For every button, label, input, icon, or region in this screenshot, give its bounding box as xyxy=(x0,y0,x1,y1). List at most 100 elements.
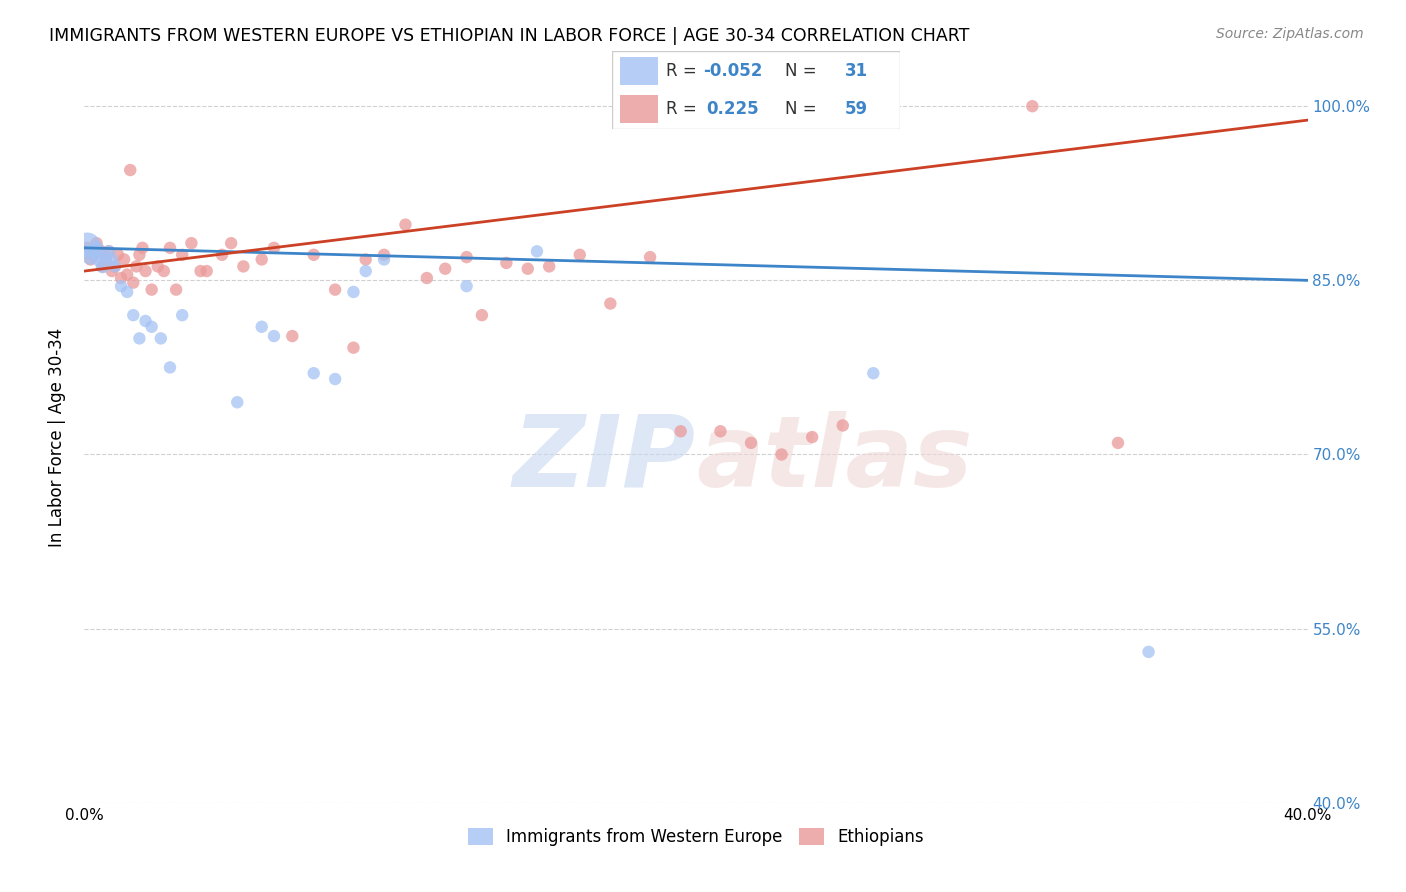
Point xyxy=(94,250,117,264)
Point xyxy=(83,244,105,259)
Point xyxy=(76,241,98,255)
Point xyxy=(831,418,853,433)
Point xyxy=(146,260,169,274)
Text: 0.225: 0.225 xyxy=(706,100,759,118)
Point xyxy=(131,241,153,255)
Point xyxy=(281,329,304,343)
Point xyxy=(342,285,364,299)
Text: 31: 31 xyxy=(845,62,868,80)
Point xyxy=(101,264,124,278)
Point xyxy=(149,331,172,345)
Point xyxy=(226,395,249,409)
Point xyxy=(110,271,132,285)
Point xyxy=(165,283,187,297)
Point xyxy=(97,244,120,259)
Legend: Immigrants from Western Europe, Ethiopians: Immigrants from Western Europe, Ethiopia… xyxy=(461,822,931,853)
Point xyxy=(195,264,218,278)
Point xyxy=(135,264,157,278)
Point xyxy=(91,260,114,274)
Point xyxy=(342,341,364,355)
Point xyxy=(323,283,346,297)
Point xyxy=(1021,99,1043,113)
Point xyxy=(79,248,101,262)
Text: R =: R = xyxy=(666,100,697,118)
Point xyxy=(125,260,148,274)
Text: 59: 59 xyxy=(845,100,868,118)
Point xyxy=(79,252,101,267)
Point xyxy=(232,260,254,274)
Point xyxy=(110,279,132,293)
Point xyxy=(115,268,138,282)
Point xyxy=(141,283,163,297)
Point xyxy=(456,279,478,293)
Point xyxy=(120,163,142,178)
Point xyxy=(86,241,108,255)
Point xyxy=(101,252,124,267)
Point xyxy=(83,248,105,262)
Point xyxy=(373,252,395,267)
Point xyxy=(97,244,120,259)
Point xyxy=(434,261,457,276)
Point xyxy=(709,424,731,438)
Point xyxy=(122,276,145,290)
Point xyxy=(107,248,129,262)
Point xyxy=(638,250,661,264)
Point xyxy=(373,248,395,262)
Point xyxy=(104,260,127,274)
Point xyxy=(104,260,127,274)
Point xyxy=(669,424,692,438)
Point xyxy=(115,285,138,299)
Point xyxy=(740,436,762,450)
Point xyxy=(89,243,111,257)
Point xyxy=(122,308,145,322)
Point xyxy=(135,314,157,328)
Point xyxy=(801,430,824,444)
FancyBboxPatch shape xyxy=(612,51,900,129)
Point xyxy=(190,264,212,278)
Point xyxy=(94,252,117,267)
Point xyxy=(263,329,285,343)
Point xyxy=(1137,645,1160,659)
Point xyxy=(89,252,111,267)
Point xyxy=(250,319,273,334)
Point xyxy=(263,241,285,255)
Point xyxy=(211,248,233,262)
Text: ZIP: ZIP xyxy=(513,410,696,508)
Point xyxy=(1107,436,1129,450)
Point xyxy=(128,248,150,262)
FancyBboxPatch shape xyxy=(620,57,658,86)
Text: Source: ZipAtlas.com: Source: ZipAtlas.com xyxy=(1216,27,1364,41)
Point xyxy=(153,264,176,278)
Point xyxy=(91,260,114,274)
Point xyxy=(180,236,202,251)
Point xyxy=(495,256,517,270)
Text: atlas: atlas xyxy=(696,410,973,508)
Point xyxy=(770,448,793,462)
Point xyxy=(862,366,884,380)
Point xyxy=(302,366,325,380)
Point xyxy=(172,308,194,322)
FancyBboxPatch shape xyxy=(620,95,658,123)
Point xyxy=(172,248,194,262)
Point xyxy=(219,236,242,251)
Point xyxy=(526,244,548,259)
Point xyxy=(538,260,561,274)
Point xyxy=(471,308,494,322)
Text: R =: R = xyxy=(666,62,697,80)
Point xyxy=(599,296,621,310)
Point xyxy=(354,252,377,267)
Point xyxy=(302,248,325,262)
Text: N =: N = xyxy=(785,62,815,80)
Text: -0.052: -0.052 xyxy=(703,62,762,80)
Point xyxy=(354,264,377,278)
Y-axis label: In Labor Force | Age 30-34: In Labor Force | Age 30-34 xyxy=(48,327,66,547)
Point xyxy=(416,271,439,285)
Point xyxy=(394,218,416,232)
Text: N =: N = xyxy=(785,100,815,118)
Point xyxy=(86,236,108,251)
Point xyxy=(250,252,273,267)
Point xyxy=(323,372,346,386)
Text: IMMIGRANTS FROM WESTERN EUROPE VS ETHIOPIAN IN LABOR FORCE | AGE 30-34 CORRELATI: IMMIGRANTS FROM WESTERN EUROPE VS ETHIOP… xyxy=(49,27,970,45)
Point xyxy=(568,248,591,262)
Point xyxy=(141,319,163,334)
